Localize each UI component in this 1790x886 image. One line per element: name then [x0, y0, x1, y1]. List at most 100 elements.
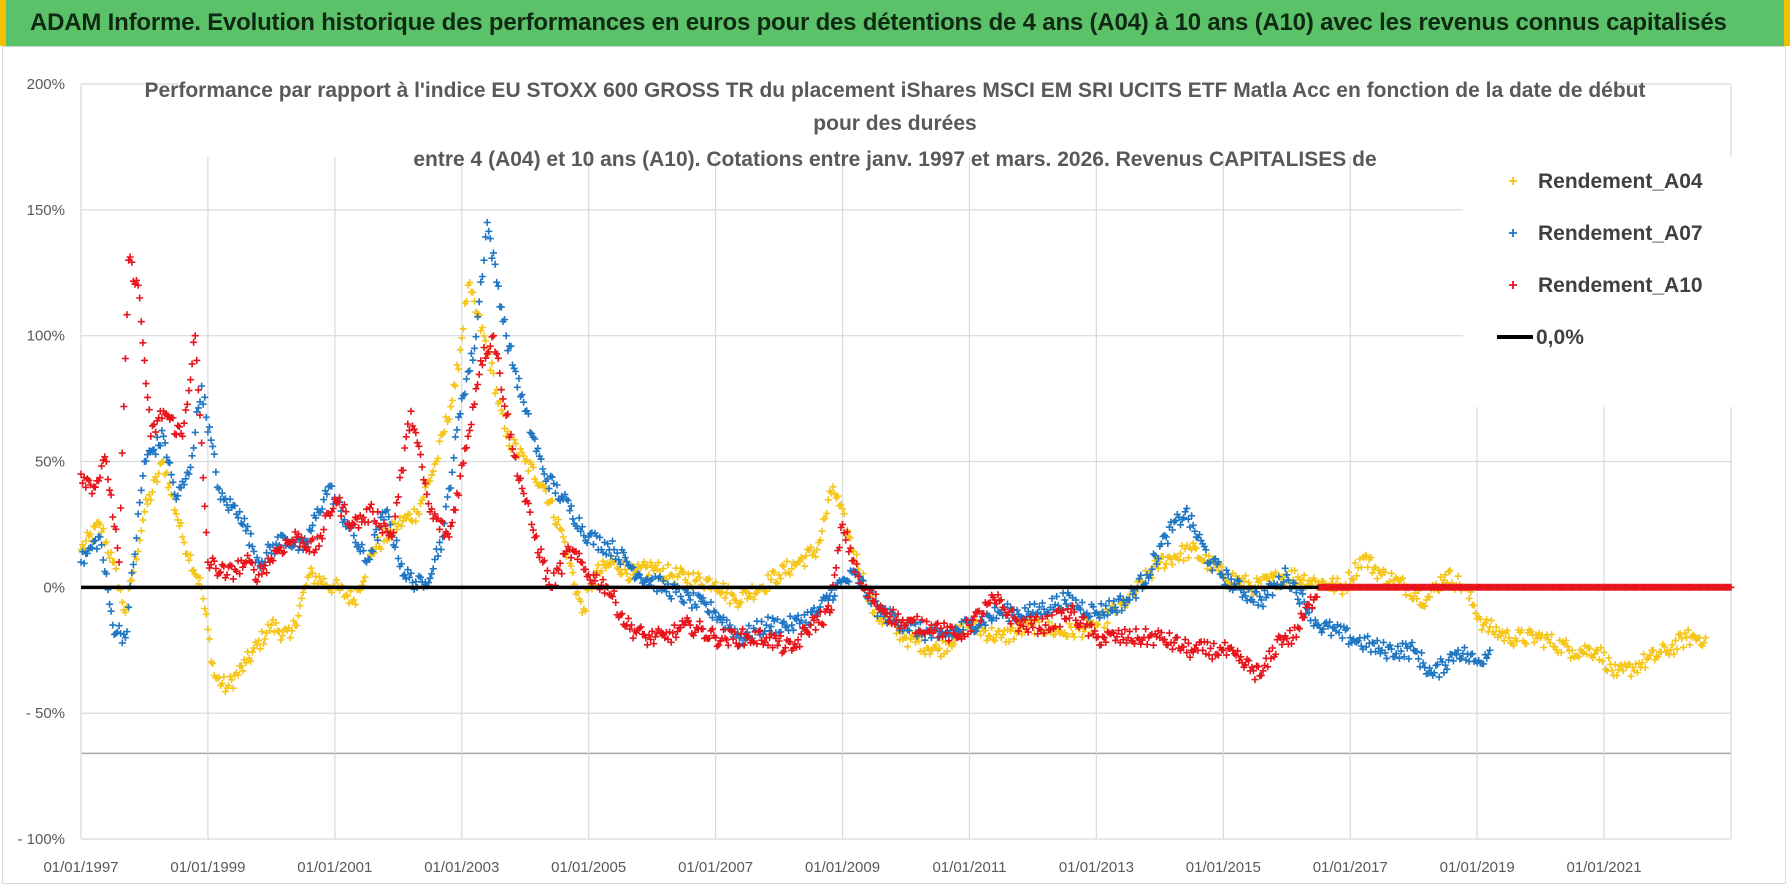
data-point: [193, 408, 201, 416]
data-point: [423, 490, 431, 498]
data-point: [417, 500, 424, 508]
data-point: [702, 600, 710, 608]
data-point: [1056, 623, 1064, 631]
data-point: [1113, 633, 1121, 641]
data-point: [1157, 540, 1165, 548]
data-point: [502, 432, 510, 440]
data-point: [1362, 643, 1370, 651]
data-point: [1137, 571, 1145, 579]
data-point: [156, 442, 164, 450]
data-point: [1381, 568, 1389, 576]
data-point: [180, 538, 188, 546]
data-point: [155, 470, 163, 477]
data-point: [212, 565, 220, 572]
data-point: [781, 644, 789, 652]
data-point: [475, 370, 483, 378]
data-point: [106, 554, 114, 562]
data-point: [1386, 641, 1394, 649]
data-point: [320, 496, 328, 504]
data-point: [1272, 568, 1280, 576]
data-point: [239, 563, 247, 571]
data-point: [732, 597, 740, 605]
data-point: [98, 462, 106, 470]
data-point: [691, 628, 699, 636]
data-point: [402, 433, 410, 441]
data-point: [1004, 600, 1011, 608]
data-point: [1219, 574, 1227, 582]
data-point: [466, 426, 474, 434]
data-point: [342, 508, 350, 516]
data-point: [1097, 641, 1105, 649]
data-point: [1154, 555, 1162, 562]
data-point: [1278, 641, 1286, 648]
data-point: [477, 357, 485, 365]
data-point: [1215, 566, 1222, 574]
data-point: [1169, 645, 1176, 653]
data-point: [1010, 635, 1018, 643]
data-point: [524, 499, 532, 507]
legend-label: Rendement_A04: [1538, 170, 1703, 193]
data-point: [712, 578, 720, 586]
data-point: [556, 497, 564, 505]
data-point: [1075, 623, 1083, 631]
data-point: [869, 609, 877, 617]
data-point: [209, 442, 217, 450]
data-point: [1510, 642, 1518, 650]
data-point: [417, 573, 424, 581]
data-point: [517, 474, 524, 482]
data-point: [404, 420, 412, 428]
data-point: [540, 470, 548, 478]
data-point: [626, 625, 634, 633]
data-point: [1316, 624, 1324, 632]
data-point: [789, 626, 797, 634]
data-point: [1040, 605, 1048, 613]
data-point: [1256, 593, 1264, 600]
data-point: [482, 354, 490, 362]
data-point: [220, 673, 228, 681]
data-point: [1223, 651, 1230, 659]
data-point: [79, 479, 87, 487]
data-point: [202, 610, 210, 618]
data-point: [845, 548, 853, 556]
data-point: [524, 467, 532, 475]
data-point: [667, 595, 675, 603]
data-point: [153, 478, 161, 486]
data-point: [428, 505, 436, 513]
data-point: [621, 566, 629, 574]
data-point: [501, 316, 509, 323]
data-point: [1069, 602, 1077, 610]
data-point: [518, 449, 526, 456]
data-point: [494, 354, 502, 362]
data-point: [109, 513, 117, 521]
data-point: [329, 505, 337, 512]
data-point: [1165, 629, 1173, 637]
data-point: [762, 621, 770, 629]
data-point: [1296, 625, 1303, 633]
data-point: [636, 624, 643, 632]
data-point: [520, 398, 528, 406]
data-point: [1169, 560, 1176, 568]
data-point: [187, 376, 194, 384]
data-point: [380, 537, 388, 545]
data-point: [1235, 657, 1243, 665]
data-point: [812, 553, 820, 561]
data-point: [942, 629, 950, 637]
data-point: [1202, 546, 1210, 554]
data-point: [583, 539, 591, 547]
data-point: [1288, 640, 1295, 648]
data-point: [417, 451, 424, 459]
data-point: [870, 598, 878, 605]
data-point: [705, 575, 713, 583]
x-tick-label: 01/01/2005: [551, 859, 626, 876]
data-point: [877, 602, 885, 610]
data-point: [1670, 650, 1678, 658]
data-point: [228, 676, 236, 684]
data-point: [1205, 559, 1213, 567]
data-point: [1237, 653, 1245, 661]
data-point: [1094, 610, 1102, 618]
data-point: [1111, 636, 1119, 644]
data-point: [696, 574, 704, 581]
data-point: [405, 574, 413, 581]
data-point: [464, 368, 472, 376]
data-point: [342, 591, 350, 599]
